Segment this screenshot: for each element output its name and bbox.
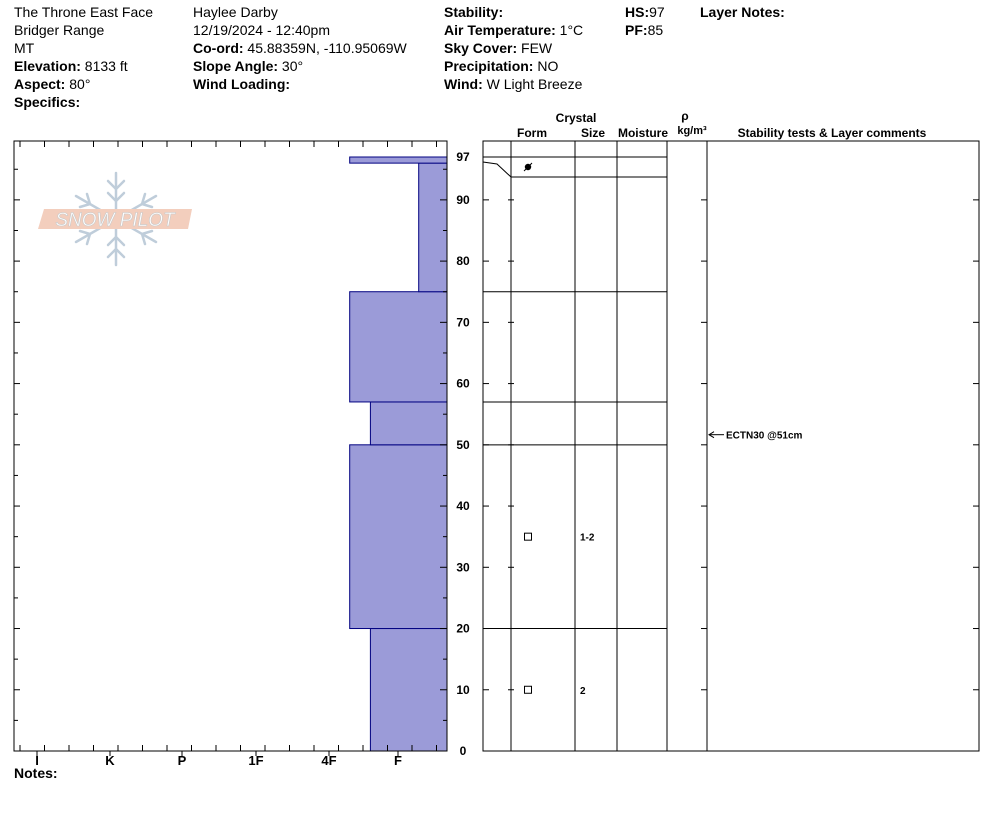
slope-value: 30°: [278, 58, 304, 74]
air-temp-value: 1°C: [555, 22, 584, 38]
specifics-label: Specifics:: [14, 94, 81, 110]
slope-angle: Slope Angle: 30°: [193, 57, 303, 75]
snow-height: HS:97: [625, 3, 665, 21]
header-comments: Stability tests & Layer comments: [738, 126, 927, 140]
layer-connector: [482, 161, 512, 178]
wind-loading-label: Wind Loading:: [193, 76, 291, 92]
header-crystal: Crystal: [556, 111, 597, 125]
range-name: Bridger Range: [14, 22, 105, 38]
header-form: Form: [517, 126, 547, 140]
x-tick-label: 4F: [321, 753, 336, 768]
aspect-label: Aspect:: [14, 76, 66, 92]
observer-name: Haylee Darby: [193, 4, 278, 20]
stability-test-label: ECTN30 @51cm: [726, 431, 803, 442]
hs-label: HS:: [625, 4, 650, 20]
wind-loading: Wind Loading:: [193, 75, 290, 93]
crystal-size: 1-2: [580, 533, 595, 544]
elevation-label: Elevation:: [14, 58, 81, 74]
y-tick-label: 90: [456, 193, 470, 207]
hardness-layer: [418, 162, 448, 293]
precip-value: NO: [533, 58, 559, 74]
precip-label: Precipitation:: [444, 58, 534, 74]
header-moisture: Moisture: [618, 126, 668, 140]
hardness-layer: [369, 628, 448, 752]
y-tick-label: 20: [456, 622, 470, 636]
x-tick-label: K: [105, 753, 115, 768]
aspect-value: 80°: [65, 76, 91, 92]
elevation: Elevation: 8133 ft: [14, 57, 128, 75]
crystal-size: 2: [580, 686, 586, 697]
header-size: Size: [581, 126, 605, 140]
logo-banner: [38, 209, 192, 229]
hs-value: 97: [649, 4, 665, 20]
pf-value: 85: [647, 22, 664, 38]
observation-datetime: 12/19/2024 - 12:40pm: [193, 22, 330, 38]
hardness-layer: [349, 444, 448, 630]
stability: Stability:: [444, 3, 503, 21]
wind-label: Wind:: [444, 76, 483, 92]
y-tick-label: 0: [460, 744, 467, 758]
header-rho: ρ: [681, 109, 688, 123]
layer-notes-label: Layer Notes:: [700, 4, 785, 20]
coord-value: 45.88359N, -110.95069W: [243, 40, 407, 56]
table-frame: [482, 140, 980, 752]
coordinates: Co-ord: 45.88359N, -110.95069W: [193, 39, 407, 57]
wind-value: W Light Breeze: [482, 76, 583, 92]
elevation-value: 8133 ft: [80, 58, 128, 74]
snowpilot-logo: SNOW PILOT: [38, 171, 192, 267]
y-tick-label: 80: [456, 254, 470, 268]
air-temp-label: Air Temperature:: [444, 22, 556, 38]
x-tick-label: F: [394, 753, 402, 768]
faceted-crystal-icon: [524, 685, 532, 694]
pf-label: PF:: [625, 22, 648, 38]
wind: Wind: W Light Breeze: [444, 75, 582, 93]
location-name: The Throne East Face: [14, 4, 154, 20]
y-tick-label: 70: [456, 315, 470, 329]
aspect: Aspect: 80°: [14, 75, 90, 93]
sky-label: Sky Cover:: [444, 40, 518, 56]
y-tick-label: 97: [456, 150, 470, 164]
x-tick-label: P: [178, 753, 187, 768]
layer-notes: Layer Notes:: [700, 3, 785, 21]
y-tick-label: 60: [456, 377, 470, 391]
y-tick-label: 10: [456, 683, 470, 697]
x-tick-label: 1F: [248, 753, 263, 768]
slope-label: Slope Angle:: [193, 58, 279, 74]
hardness-plot-frame: [13, 140, 448, 752]
notes-label: Notes:: [14, 765, 58, 781]
stability-arrow-icon: [708, 431, 715, 439]
stability-label: Stability:: [444, 4, 504, 20]
air-temperature: Air Temperature: 1°C: [444, 21, 583, 39]
precipitation: Precipitation: NO: [444, 57, 558, 75]
penetration-foot: PF:85: [625, 21, 663, 39]
specifics: Specifics:: [14, 93, 80, 111]
melt-freeze-crystal-icon: [523, 162, 533, 172]
hardness-layer: [349, 156, 448, 164]
x-tick-label: I: [35, 753, 39, 768]
hardness-layer: [349, 291, 448, 403]
header-density-unit: kg/m³: [677, 125, 707, 137]
state-name: MT: [14, 40, 35, 56]
coord-label: Co-ord:: [193, 40, 244, 56]
y-tick-label: 40: [456, 499, 470, 513]
sky-value: FEW: [517, 40, 553, 56]
hardness-layer: [369, 401, 448, 446]
faceted-crystal-icon: [524, 532, 532, 541]
y-tick-label: 30: [456, 560, 470, 574]
y-tick-label: 50: [456, 438, 470, 452]
logo-text: SNOW PILOT: [55, 210, 176, 231]
sky-cover: Sky Cover: FEW: [444, 39, 552, 57]
